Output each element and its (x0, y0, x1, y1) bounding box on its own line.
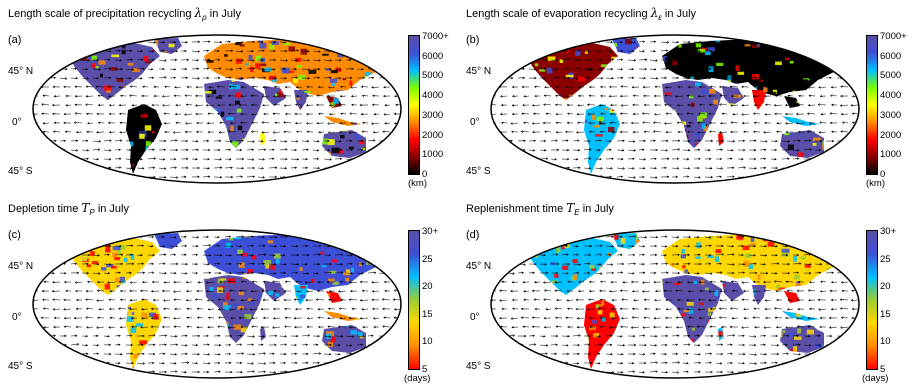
colorbar-tick: 0 (880, 169, 886, 180)
title-prefix: Depletion time (8, 203, 79, 215)
lat-label-equator: 0° (470, 117, 480, 128)
title-suffix: in July (209, 8, 241, 20)
title-prefix: Length scale of evaporation recycling (466, 8, 648, 20)
land-australia (780, 130, 824, 158)
world-map (32, 34, 402, 184)
colorbar-tick: 5 (880, 364, 886, 375)
map-frame (32, 34, 402, 184)
land-indonesia (324, 311, 362, 321)
colorbar-tick: 20 (880, 281, 891, 293)
colorbar-tick: 3000 (880, 109, 902, 121)
lat-label-north: 45° N (8, 261, 34, 272)
colorbar-tick: 1000 (422, 149, 444, 161)
title-suffix: in July (582, 203, 614, 215)
land-madagascar (260, 132, 266, 146)
panel-a: Length scale of precipitation recycling … (0, 0, 458, 195)
land-india (294, 90, 308, 110)
lat-label-north: 45° N (466, 66, 492, 77)
colorbar-tick: 7000+ (880, 31, 907, 42)
colorbar-tick: 0 (422, 169, 428, 180)
world-map (490, 229, 860, 379)
panel-title: Depletion time TP in July (8, 201, 129, 217)
colorbar (408, 230, 420, 370)
colorbar (866, 35, 878, 175)
colorbar-tick: 10 (422, 336, 433, 348)
colorbar-tick: 5000 (880, 70, 902, 82)
title-symbol-subscript: P (89, 208, 95, 218)
title-symbol: T (566, 201, 575, 215)
colorbar-tick: 30+ (880, 226, 897, 237)
title-prefix: Replenishment time (466, 203, 564, 215)
colorbar-tick: 5000 (422, 70, 444, 82)
title-symbol: T (81, 201, 90, 215)
lat-label-south: 45° S (466, 361, 491, 372)
title-suffix: in July (664, 8, 697, 20)
colorbar-tick: 3000 (422, 109, 444, 121)
colorbar-unit: (km) (408, 178, 427, 189)
colorbar-tick: 4000 (880, 90, 902, 102)
world-map (490, 34, 860, 184)
lat-label-south: 45° S (8, 166, 33, 177)
map-frame (32, 229, 402, 379)
land-indonesia (324, 116, 362, 126)
panel-title: Replenishment time TE in July (466, 201, 614, 217)
title-symbol-subscript: ρ (202, 13, 207, 23)
land-northAmerica (525, 237, 618, 295)
panel-title: Length scale of evaporation recycling λε… (466, 6, 696, 22)
title-symbol-subscript: E (574, 208, 580, 218)
panel-tag: (c) (8, 229, 21, 241)
lat-label-north: 45° N (466, 261, 492, 272)
colorbar (866, 230, 878, 370)
colorbar-unit: (days) (404, 373, 431, 384)
map-frame (490, 229, 860, 379)
colorbar-tick: 5 (422, 364, 428, 375)
world-map (32, 229, 402, 379)
land-seAsia (784, 96, 800, 108)
panel-tag: (d) (466, 229, 480, 241)
lat-label-equator: 0° (12, 117, 22, 128)
colorbar-tick: 2000 (422, 129, 444, 141)
colorbar-tick: 15 (422, 308, 433, 320)
lat-label-equator: 0° (470, 312, 480, 323)
colorbar-tick: 25 (422, 253, 433, 265)
colorbar-tick: 6000 (422, 50, 444, 62)
title-symbol: λ (650, 6, 659, 20)
land-seAsia (784, 291, 800, 303)
colorbar-tick: 6000 (880, 50, 902, 62)
map-frame (490, 34, 860, 184)
colorbar-tick: 4000 (422, 90, 444, 102)
colorbar-tick: 20 (422, 281, 433, 293)
title-symbol: λ (194, 6, 203, 20)
lat-label-south: 45° S (8, 361, 33, 372)
colorbar-unit: (days) (862, 373, 889, 384)
colorbar-tick: 25 (880, 253, 891, 265)
colorbar-tick: 7000+ (422, 31, 449, 42)
panel-title: Length scale of precipitation recycling … (8, 6, 241, 22)
panel-b: Length scale of evaporation recycling λε… (458, 0, 916, 195)
colorbar (408, 35, 420, 175)
lat-label-equator: 0° (12, 312, 22, 323)
colorbar-unit: (km) (866, 178, 885, 189)
panel-c: Depletion time TP in July (c) 45° N 0° 45° S… (0, 195, 458, 390)
panel-tag: (b) (466, 34, 480, 46)
title-suffix: in July (97, 203, 129, 215)
land-northAmerica (67, 42, 160, 100)
lat-label-south: 45° S (466, 166, 491, 177)
colorbar-tick: 2000 (880, 129, 902, 141)
colorbar-tick: 30+ (422, 226, 439, 237)
land-madagascar (260, 327, 266, 341)
lat-label-north: 45° N (8, 66, 34, 77)
panel-tag: (a) (8, 34, 22, 46)
colorbar-tick: 1000 (880, 149, 902, 161)
title-prefix: Length scale of precipitation recycling (8, 8, 192, 20)
colorbar-tick: 10 (880, 336, 891, 348)
title-symbol-subscript: ε (658, 13, 662, 23)
panel-d: Replenishment time TE in July (d) 45° N 0° 4… (458, 195, 916, 390)
land-southAmerica (126, 104, 162, 174)
colorbar-tick: 15 (880, 308, 891, 320)
